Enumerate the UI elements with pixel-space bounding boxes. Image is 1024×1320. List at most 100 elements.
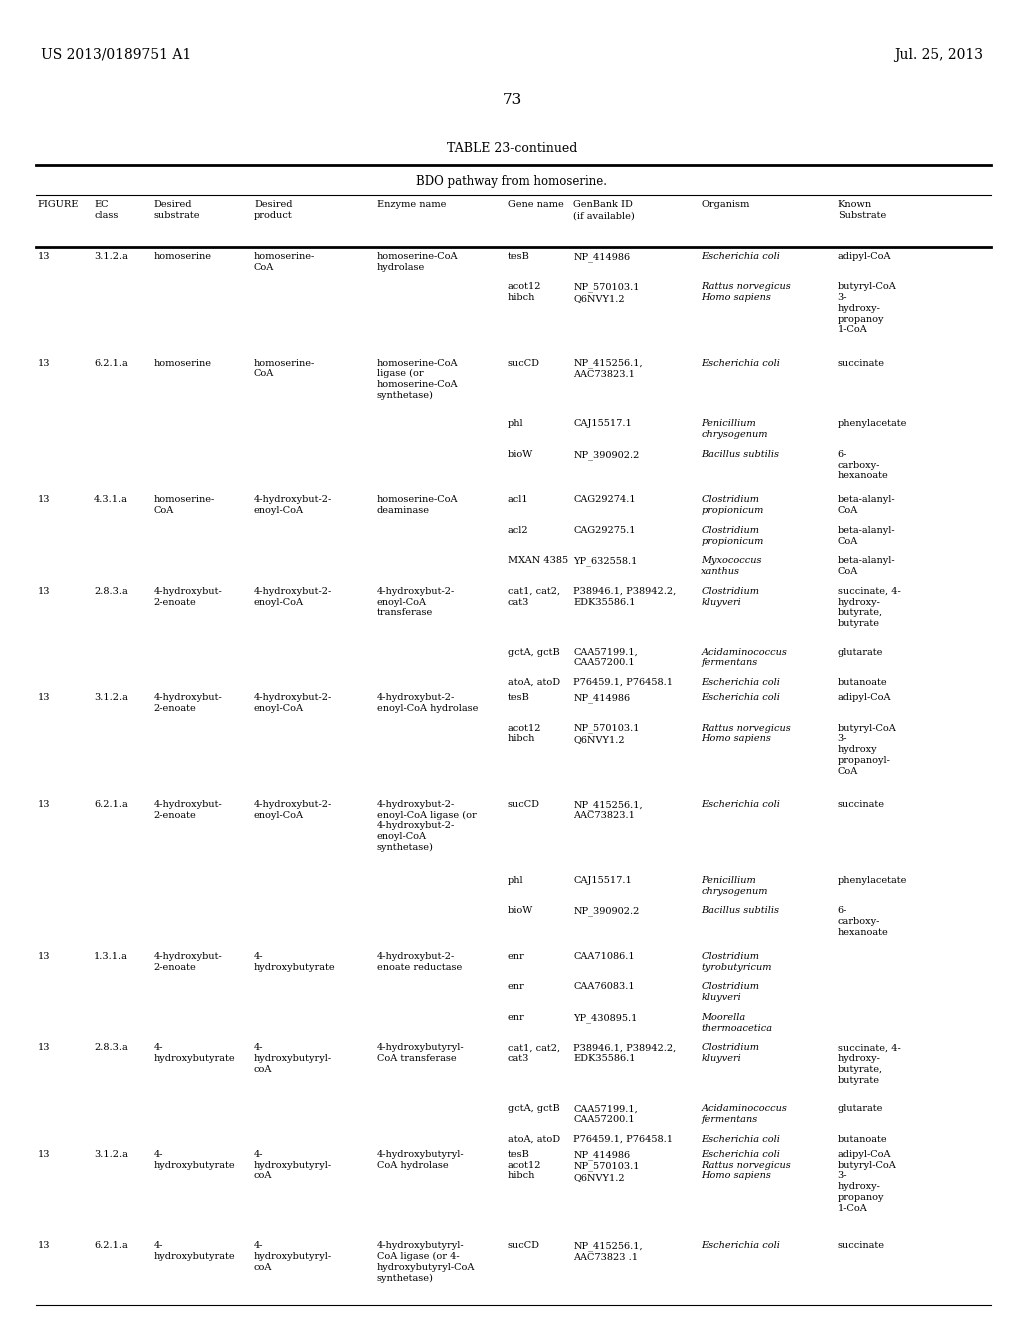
Text: 4-hydroxybut-2-
enoyl-CoA: 4-hydroxybut-2- enoyl-CoA (254, 587, 332, 606)
Text: 13: 13 (38, 952, 50, 961)
Text: P76459.1, P76458.1: P76459.1, P76458.1 (573, 678, 674, 688)
Text: Acidaminococcus
fermentans: Acidaminococcus fermentans (701, 1104, 787, 1123)
Text: CAA57199.1,
CAA57200.1: CAA57199.1, CAA57200.1 (573, 1104, 638, 1123)
Text: 4-
hydroxybutyryl-
coA: 4- hydroxybutyryl- coA (254, 1043, 332, 1073)
Text: cat1, cat2,
cat3: cat1, cat2, cat3 (508, 1043, 560, 1063)
Text: 4-hydroxybut-
2-enoate: 4-hydroxybut- 2-enoate (154, 587, 222, 606)
Text: 13: 13 (38, 587, 50, 595)
Text: NP_414986: NP_414986 (573, 693, 631, 704)
Text: NP_570103.1
Q6NVY1.2: NP_570103.1 Q6NVY1.2 (573, 282, 640, 302)
Text: 4-hydroxybutyryl-
CoA hydrolase: 4-hydroxybutyryl- CoA hydrolase (377, 1150, 465, 1170)
Text: 4-hydroxybut-2-
enoyl-CoA hydrolase: 4-hydroxybut-2- enoyl-CoA hydrolase (377, 693, 478, 713)
Text: P76459.1, P76458.1: P76459.1, P76458.1 (573, 1135, 674, 1143)
Text: P38946.1, P38942.2,
EDK35586.1: P38946.1, P38942.2, EDK35586.1 (573, 1043, 677, 1063)
Text: homoserine-
CoA: homoserine- CoA (154, 495, 215, 515)
Text: enr: enr (508, 1012, 524, 1022)
Text: 4-hydroxybut-
2-enoate: 4-hydroxybut- 2-enoate (154, 693, 222, 713)
Text: adipyl-CoA: adipyl-CoA (838, 693, 891, 702)
Text: 6-
carboxy-
hexanoate: 6- carboxy- hexanoate (838, 450, 889, 480)
Text: 73: 73 (503, 92, 521, 107)
Text: phenylacetate: phenylacetate (838, 876, 907, 884)
Text: 13: 13 (38, 1241, 50, 1250)
Text: FIGURE: FIGURE (38, 201, 79, 209)
Text: 2.8.3.a: 2.8.3.a (94, 587, 128, 595)
Text: CAA57199.1,
CAA57200.1: CAA57199.1, CAA57200.1 (573, 648, 638, 668)
Text: 4-hydroxybut-2-
enoyl-CoA ligase (or
4-hydroxybut-2-
enoyl-CoA
synthetase): 4-hydroxybut-2- enoyl-CoA ligase (or 4-h… (377, 800, 476, 853)
Text: tesB: tesB (508, 693, 529, 702)
Text: Clostridium
kluyveri: Clostridium kluyveri (701, 587, 760, 606)
Text: Escherichia coli: Escherichia coli (701, 1135, 780, 1143)
Text: beta-alanyl-
CoA: beta-alanyl- CoA (838, 525, 895, 545)
Text: BDO pathway from homoserine.: BDO pathway from homoserine. (417, 174, 607, 187)
Text: 13: 13 (38, 800, 50, 809)
Text: phl: phl (508, 876, 523, 884)
Text: tesB
acot12
hibch: tesB acot12 hibch (508, 1150, 542, 1180)
Text: butyryl-CoA
3-
hydroxy-
propanoy
1-CoA: butyryl-CoA 3- hydroxy- propanoy 1-CoA (838, 282, 896, 334)
Text: 4-
hydroxybutyryl-
coA: 4- hydroxybutyryl- coA (254, 1150, 332, 1180)
Text: butanoate: butanoate (838, 678, 887, 688)
Text: tesB: tesB (508, 252, 529, 261)
Text: CAA71086.1: CAA71086.1 (573, 952, 635, 961)
Text: glutarate: glutarate (838, 648, 883, 656)
Text: sucCD: sucCD (508, 1241, 540, 1250)
Text: beta-alanyl-
CoA: beta-alanyl- CoA (838, 495, 895, 515)
Text: 13: 13 (38, 495, 50, 504)
Text: CAG29275.1: CAG29275.1 (573, 525, 636, 535)
Text: CAJ15517.1: CAJ15517.1 (573, 876, 632, 884)
Text: 4.3.1.a: 4.3.1.a (94, 495, 128, 504)
Text: Acidaminococcus
fermentans: Acidaminococcus fermentans (701, 648, 787, 668)
Text: 13: 13 (38, 1150, 50, 1159)
Text: 4-hydroxybut-2-
enoyl-CoA: 4-hydroxybut-2- enoyl-CoA (254, 800, 332, 820)
Text: bioW: bioW (508, 907, 534, 915)
Text: 4-hydroxybut-
2-enoate: 4-hydroxybut- 2-enoate (154, 952, 222, 972)
Text: YP_632558.1: YP_632558.1 (573, 556, 638, 566)
Text: succinate: succinate (838, 800, 885, 809)
Text: homoserine: homoserine (154, 252, 212, 261)
Text: succinate: succinate (838, 1241, 885, 1250)
Text: homoserine: homoserine (154, 359, 212, 367)
Text: 13: 13 (38, 1043, 50, 1052)
Text: 3.1.2.a: 3.1.2.a (94, 1150, 128, 1159)
Text: Bacillus subtilis: Bacillus subtilis (701, 450, 779, 459)
Text: 6.2.1.a: 6.2.1.a (94, 1241, 128, 1250)
Text: 4-
hydroxybutyrate: 4- hydroxybutyrate (154, 1150, 236, 1170)
Text: succinate: succinate (838, 359, 885, 367)
Text: 3.1.2.a: 3.1.2.a (94, 693, 128, 702)
Text: Bacillus subtilis: Bacillus subtilis (701, 907, 779, 915)
Text: sucCD: sucCD (508, 800, 540, 809)
Text: CAG29274.1: CAG29274.1 (573, 495, 636, 504)
Text: GenBank ID
(if available): GenBank ID (if available) (573, 201, 635, 220)
Text: Known
Substrate: Known Substrate (838, 201, 886, 220)
Text: atoA, atoD: atoA, atoD (508, 1135, 560, 1143)
Text: Clostridium
propionicum: Clostridium propionicum (701, 525, 764, 545)
Text: 4-hydroxybutyryl-
CoA transferase: 4-hydroxybutyryl- CoA transferase (377, 1043, 465, 1063)
Text: NP_414986
NP_570103.1
Q6NVY1.2: NP_414986 NP_570103.1 Q6NVY1.2 (573, 1150, 640, 1181)
Text: 4-hydroxybut-2-
enoate reductase: 4-hydroxybut-2- enoate reductase (377, 952, 462, 972)
Text: 4-hydroxybutyryl-
CoA ligase (or 4-
hydroxybutyryl-CoA
synthetase): 4-hydroxybutyryl- CoA ligase (or 4- hydr… (377, 1241, 475, 1283)
Text: homoserine-CoA
deaminase: homoserine-CoA deaminase (377, 495, 459, 515)
Text: Clostridium
tyrobutyricum: Clostridium tyrobutyricum (701, 952, 772, 972)
Text: Penicillium
chrysogenum: Penicillium chrysogenum (701, 876, 768, 896)
Text: NP_415256.1,
AAC73823.1: NP_415256.1, AAC73823.1 (573, 800, 643, 820)
Text: enr: enr (508, 952, 524, 961)
Text: Clostridium
propionicum: Clostridium propionicum (701, 495, 764, 515)
Text: NP_570103.1
Q6NVY1.2: NP_570103.1 Q6NVY1.2 (573, 723, 640, 744)
Text: acot12
hibch: acot12 hibch (508, 282, 542, 302)
Text: NP_390902.2: NP_390902.2 (573, 907, 640, 916)
Text: 3.1.2.a: 3.1.2.a (94, 252, 128, 261)
Text: 13: 13 (38, 252, 50, 261)
Text: Escherichia coli
Rattus norvegicus
Homo sapiens: Escherichia coli Rattus norvegicus Homo … (701, 1150, 792, 1180)
Text: US 2013/0189751 A1: US 2013/0189751 A1 (41, 48, 191, 62)
Text: Myxococcus
xanthus: Myxococcus xanthus (701, 556, 762, 576)
Text: phl: phl (508, 420, 523, 429)
Text: EC
class: EC class (94, 201, 119, 220)
Text: homoserine-CoA
hydrolase: homoserine-CoA hydrolase (377, 252, 459, 272)
Text: NP_415256.1,
AAC73823 .1: NP_415256.1, AAC73823 .1 (573, 1241, 643, 1262)
Text: 4-
hydroxybutyrate: 4- hydroxybutyrate (154, 1241, 236, 1261)
Text: succinate, 4-
hydroxy-
butyrate,
butyrate: succinate, 4- hydroxy- butyrate, butyrat… (838, 1043, 900, 1085)
Text: glutarate: glutarate (838, 1104, 883, 1113)
Text: adipyl-CoA
butyryl-CoA
3-
hydroxy-
propanoy
1-CoA: adipyl-CoA butyryl-CoA 3- hydroxy- propa… (838, 1150, 896, 1213)
Text: 6-
carboxy-
hexanoate: 6- carboxy- hexanoate (838, 907, 889, 937)
Text: 6.2.1.a: 6.2.1.a (94, 359, 128, 367)
Text: 4-hydroxybut-2-
enoyl-CoA: 4-hydroxybut-2- enoyl-CoA (254, 495, 332, 515)
